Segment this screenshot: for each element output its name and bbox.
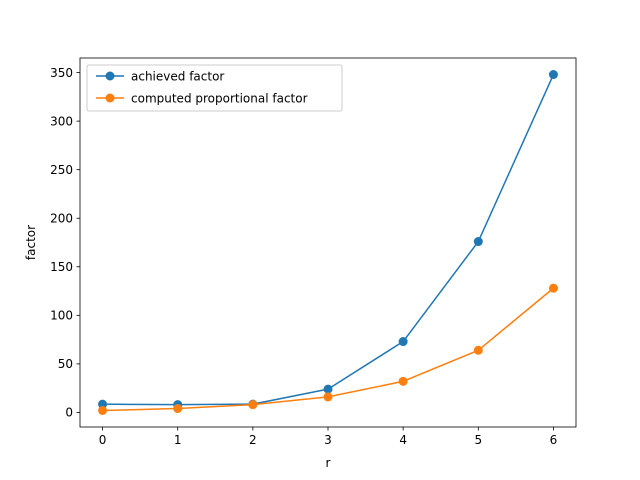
y-tick-label: 0 — [65, 406, 73, 420]
y-tick-label: 200 — [50, 211, 73, 225]
y-tick-label: 350 — [50, 66, 73, 80]
y-tick-label: 150 — [50, 260, 73, 274]
series-2 — [98, 283, 558, 415]
y-tick-label: 250 — [50, 163, 73, 177]
data-point — [398, 376, 408, 386]
legend-box — [86, 64, 343, 112]
data-point — [398, 337, 408, 347]
x-axis-label: r — [326, 456, 331, 470]
x-tick-label: 3 — [324, 433, 332, 447]
data-point — [323, 384, 333, 394]
data-point — [473, 345, 483, 355]
data-point — [548, 283, 558, 293]
x-tick-label: 2 — [249, 433, 257, 447]
data-point — [98, 399, 108, 409]
data-point — [548, 70, 558, 80]
legend-swatch-marker — [105, 71, 115, 81]
legend-label: achieved factor — [131, 69, 224, 83]
legend-items: achieved factor computed proportional fac… — [96, 69, 308, 105]
x-tick-label: 6 — [550, 433, 558, 447]
legend-swatch-marker — [105, 93, 115, 103]
x-tick-label: 5 — [474, 433, 482, 447]
legend: achieved factor computed proportional fac… — [86, 64, 343, 112]
data-point — [473, 237, 483, 247]
x-tick-label: 1 — [174, 433, 182, 447]
legend-label: computed proportional factor — [131, 91, 308, 105]
series-layer — [98, 70, 558, 415]
y-tick-label: 100 — [50, 309, 73, 323]
data-point — [323, 392, 333, 402]
y-tick-label: 300 — [50, 114, 73, 128]
y-axis-label: factor — [24, 225, 38, 260]
data-point — [248, 400, 258, 410]
x-axis-ticks: 0 1 2 3 4 5 6 — [99, 427, 558, 447]
data-point — [98, 405, 108, 415]
y-axis-ticks: 0 50 100 150 200 250 300 350 — [50, 66, 80, 420]
x-tick-label: 4 — [399, 433, 407, 447]
x-tick-label: 0 — [99, 433, 107, 447]
data-point — [173, 404, 183, 414]
y-tick-label: 50 — [58, 357, 73, 371]
